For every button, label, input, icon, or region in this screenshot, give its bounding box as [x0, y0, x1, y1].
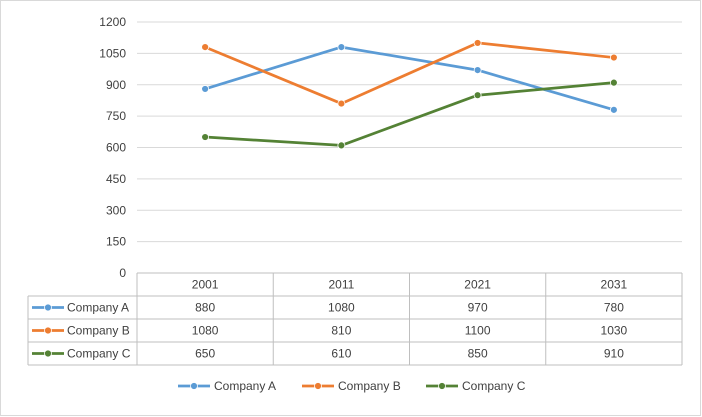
data-point — [201, 133, 210, 141]
table-cell-value: 970 — [468, 301, 488, 315]
table-cell-value: 610 — [331, 347, 351, 361]
legend-key-marker — [438, 382, 446, 390]
table-series-name: Company B — [67, 324, 130, 338]
x-category-label: 2011 — [328, 278, 354, 292]
data-point — [337, 99, 346, 108]
data-point — [337, 43, 346, 51]
y-tick-label: 600 — [106, 141, 126, 155]
x-category-label: 2001 — [192, 278, 219, 292]
x-category-label: 2031 — [601, 278, 628, 292]
legend-key-marker — [314, 382, 322, 390]
y-tick-label: 1200 — [99, 15, 126, 29]
table-series-name: Company C — [67, 347, 131, 361]
y-tick-label: 900 — [106, 78, 126, 92]
y-tick-label: 750 — [106, 109, 126, 123]
table-cell-value: 1100 — [465, 324, 491, 338]
x-category-label: 2021 — [464, 278, 491, 292]
data-point — [609, 78, 618, 87]
table-cell-value: 810 — [331, 324, 351, 338]
y-tick-label: 0 — [119, 266, 126, 280]
series-lines — [201, 39, 618, 150]
table-cell-value: 850 — [468, 347, 488, 361]
table-cell-value: 650 — [195, 347, 215, 361]
y-tick-label: 150 — [106, 235, 126, 249]
table-cell-value: 910 — [604, 347, 624, 361]
data-point — [201, 43, 210, 51]
table-legend-key-marker — [44, 303, 52, 312]
y-tick-label: 450 — [106, 172, 126, 186]
table-legend-key-marker — [44, 326, 52, 335]
series-line — [203, 81, 616, 147]
legend-label: Company A — [214, 379, 276, 393]
data-point — [201, 85, 210, 93]
table-series-name: Company A — [67, 301, 129, 315]
data-point — [609, 105, 618, 114]
table-cell-value: 1080 — [192, 324, 219, 338]
legend-key-marker — [190, 382, 198, 390]
data-table: 2001 2011 2021 2031 Company A 880 1080 970 780 Co… — [27, 272, 683, 366]
legend: Company A Company B Company C — [178, 379, 526, 393]
table-cell-value: 1080 — [328, 301, 355, 315]
y-axis-ticks: 0 150 300 450 600 750 900 1050 1200 — [99, 15, 126, 280]
data-point — [473, 39, 482, 47]
data-point — [473, 66, 482, 75]
table-cell-value: 1030 — [601, 324, 628, 338]
legend-label: Company B — [338, 379, 401, 393]
y-tick-label: 1050 — [99, 46, 126, 60]
series-line — [203, 41, 616, 105]
data-point — [473, 91, 482, 100]
data-point — [609, 53, 618, 62]
table-legend-key-marker — [44, 349, 52, 358]
y-tick-label: 300 — [106, 203, 126, 217]
legend-label: Company C — [462, 379, 526, 393]
table-cell-value: 780 — [604, 301, 624, 315]
data-point — [337, 141, 346, 150]
table-cell-value: 880 — [195, 301, 215, 315]
